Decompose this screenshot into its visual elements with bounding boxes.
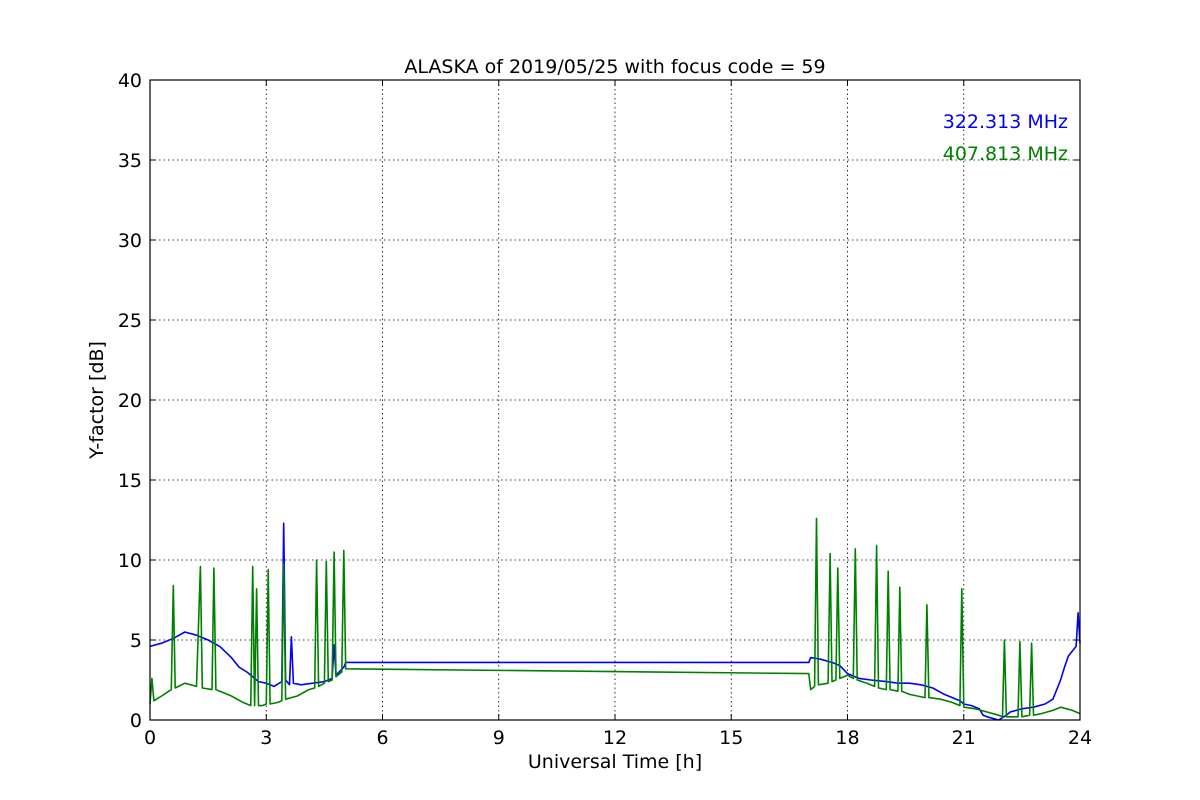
x-tick-label: 6 — [376, 727, 388, 749]
series-line-1 — [149, 517, 1081, 718]
series-line-0 — [149, 522, 1081, 721]
x-tick-label: 9 — [493, 727, 505, 749]
legend-entry-0: 322.313 MHz — [943, 111, 1068, 133]
x-axis-label: Universal Time [h] — [528, 751, 702, 773]
chart-title: ALASKA of 2019/05/25 with focus code = 5… — [404, 56, 825, 78]
x-tick-label: 12 — [603, 727, 627, 749]
legend: 322.313 MHz 407.813 MHz — [943, 111, 1068, 165]
series-layer — [149, 517, 1081, 721]
x-tick-label: 24 — [1068, 727, 1092, 749]
x-tick-label: 0 — [144, 727, 156, 749]
x-tick-label: 15 — [719, 727, 743, 749]
y-tick-label: 40 — [118, 70, 142, 92]
y-tick-label: 30 — [118, 230, 142, 252]
ticks-layer: 0 3 6 9 12 15 18 21 24 0 5 10 15 20 25 30 35 40 — [118, 70, 1092, 749]
y-tick-label: 25 — [118, 310, 142, 332]
x-tick-label: 21 — [952, 727, 976, 749]
y-tick-label: 10 — [118, 550, 142, 572]
y-tick-label: 5 — [130, 630, 142, 652]
x-tick-label: 3 — [260, 727, 272, 749]
y-tick-label: 15 — [118, 470, 142, 492]
y-axis-label: Y-factor [dB] — [86, 341, 108, 460]
y-tick-label: 35 — [118, 150, 142, 172]
x-tick-label: 18 — [835, 727, 859, 749]
grid-layer — [150, 80, 1080, 720]
legend-entry-1: 407.813 MHz — [943, 143, 1068, 165]
y-tick-label: 20 — [118, 390, 142, 412]
y-tick-label: 0 — [130, 710, 142, 732]
